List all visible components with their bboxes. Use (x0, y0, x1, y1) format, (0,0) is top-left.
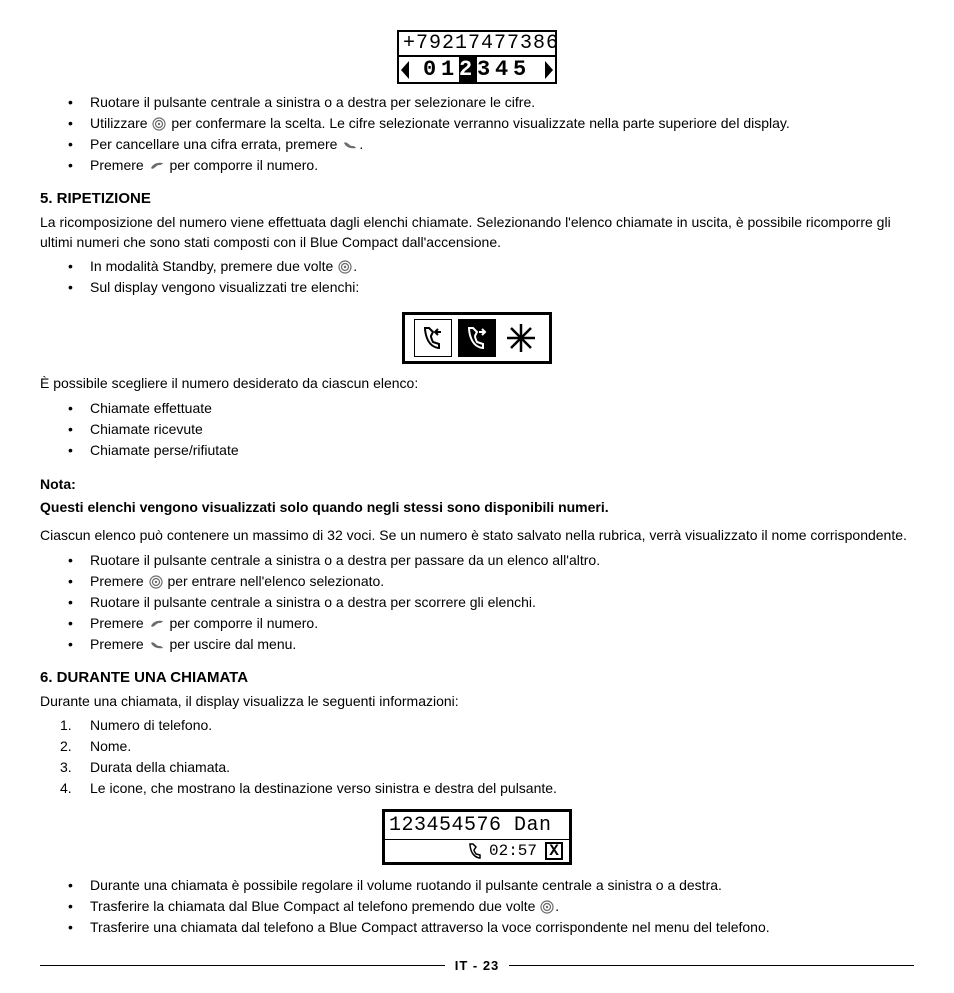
section-6-heading: 6. DURANTE UNA CHIAMATA (40, 669, 914, 686)
footer-line-right (509, 965, 914, 966)
dial-button-icon (152, 117, 166, 131)
dial-button-icon (540, 900, 554, 914)
list-item: Per cancellare una cifra errata, premere… (60, 134, 914, 155)
digit-1: 1 (441, 57, 459, 82)
section-6-intro: Durante una chiamata, il display visuali… (40, 692, 914, 712)
section-6-numbered-list: 1.Numero di telefono.2.Nome.3.Durata del… (40, 715, 914, 799)
list-item: Chiamate ricevute (60, 419, 914, 440)
page-footer: IT - 23 (40, 958, 914, 973)
digit-5: 5 (513, 57, 531, 82)
note-label: Nota: (40, 475, 914, 495)
instructions-list-1: Ruotare il pulsante centrale a sinistra … (40, 92, 914, 176)
list-item: Premere per entrare nell'elenco selezion… (60, 571, 914, 592)
list-item: Ruotare il pulsante centrale a sinistra … (60, 550, 914, 571)
dial-button-icon (338, 260, 352, 274)
list-item: Chiamate perse/rifiutate (60, 440, 914, 461)
call-icon (149, 160, 165, 172)
list-item: Ruotare il pulsante centrale a sinistra … (60, 592, 914, 613)
list-item: Durante una chiamata è possibile regolar… (60, 875, 914, 896)
choose-text: È possibile scegliere il numero desidera… (40, 374, 914, 394)
phone-icon (467, 843, 481, 859)
missed-calls-icon (502, 319, 540, 357)
list-item: Premere per comporre il numero. (60, 155, 914, 176)
close-icon: X (545, 842, 563, 860)
footer-line-left (40, 965, 445, 966)
numbered-item: 4.Le icone, che mostrano la destinazione… (60, 778, 914, 799)
lcd-number-entry: +79217477386 012345 (397, 30, 557, 84)
call-duration: 02:57 (489, 842, 537, 860)
lcd-in-call: 123454576 Dan 02:57 X (382, 809, 572, 865)
lcd-digit-selector: 012345 (397, 57, 557, 84)
section-5-intro: La ricomposizione del numero viene effet… (40, 213, 914, 252)
dial-button-icon (149, 575, 163, 589)
numbered-item: 3.Durata della chiamata. (60, 757, 914, 778)
list-item: Trasferire una chiamata dal telefono a B… (60, 917, 914, 938)
section-5-heading: 5. RIPETIZIONE (40, 190, 914, 207)
list-item: Sul display vengono visualizzati tre ele… (60, 277, 914, 298)
lcd-top-number: +79217477386 (397, 30, 557, 57)
lcd-call-number: 123454576 Dan (385, 812, 569, 840)
section-5-list-c: Ruotare il pulsante centrale a sinistra … (40, 550, 914, 655)
lcd-call-status: 02:57 X (385, 840, 569, 862)
section-6-list: Durante una chiamata è possibile regolar… (40, 875, 914, 938)
list-item: Utilizzare per confermare la scelta. Le … (60, 113, 914, 134)
section-5-para2: Ciascun elenco può contenere un massimo … (40, 526, 914, 546)
section-5-list-a: In modalità Standby, premere due volte .… (40, 256, 914, 298)
page-number: IT - 23 (455, 958, 500, 973)
left-arrow-icon (401, 61, 409, 79)
list-item: Premere per comporre il numero. (60, 613, 914, 634)
right-arrow-icon (545, 61, 553, 79)
digit-3: 3 (477, 57, 495, 82)
note-text: Questi elenchi vengono visualizzati solo… (40, 498, 914, 518)
incoming-calls-icon (458, 319, 496, 357)
list-item: Premere per uscire dal menu. (60, 634, 914, 655)
call-types-list: Chiamate effettuateChiamate ricevuteChia… (40, 398, 914, 461)
cancel-icon (342, 139, 358, 151)
lcd-call-lists (402, 312, 552, 364)
digit-4: 4 (495, 57, 513, 82)
digit-0: 0 (423, 57, 441, 82)
list-item: Trasferire la chiamata dal Blue Compact … (60, 896, 914, 917)
list-item: Chiamate effettuate (60, 398, 914, 419)
call-icon (149, 618, 165, 630)
numbered-item: 2.Nome. (60, 736, 914, 757)
list-item: In modalità Standby, premere due volte . (60, 256, 914, 277)
outgoing-calls-icon (414, 319, 452, 357)
cancel-icon (149, 639, 165, 651)
digit-2: 2 (459, 57, 477, 82)
numbered-item: 1.Numero di telefono. (60, 715, 914, 736)
list-item: Ruotare il pulsante centrale a sinistra … (60, 92, 914, 113)
